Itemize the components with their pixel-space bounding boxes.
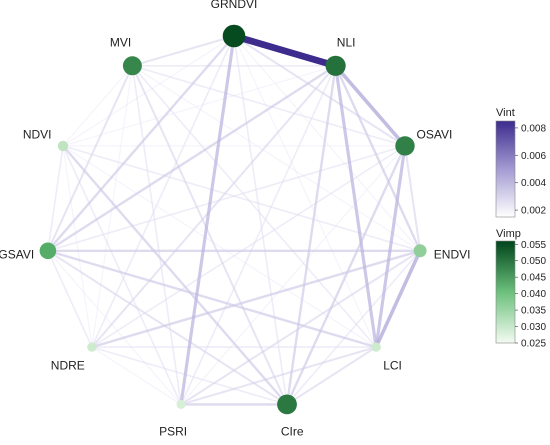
edge-GRNDVI-CIre	[233, 35, 288, 406]
edge-OSAVI-LCI	[374, 144, 407, 349]
edge-ENDVI-NDVI	[62, 145, 421, 252]
legend-vint-tick-label: 0.006	[521, 151, 546, 162]
node-label-MVI: MVI	[110, 35, 131, 49]
edge-CIre-NDRE	[91, 346, 288, 406]
edge-GRNDVI-PSRI	[179, 34, 236, 406]
edge-PSRI-NDVI	[62, 145, 182, 406]
node-label-CIre: CIre	[281, 424, 304, 438]
legend-vint-tick-label: 0.002	[521, 206, 546, 217]
legend-vint-colorbar	[495, 120, 516, 218]
edge-ENDVI-CIre	[286, 250, 421, 406]
edge-NLI-NDRE	[90, 64, 337, 349]
edge-NLI-CIre	[285, 64, 337, 406]
node-label-NDRE: NDRE	[51, 358, 85, 372]
edge-NLI-GSAVI	[46, 64, 337, 252]
node-OSAVI	[395, 136, 415, 156]
node-label-GSAVI: GSAVI	[0, 248, 34, 262]
edge-NDRE-GSAVI	[47, 250, 93, 348]
edge-NLI-OSAVI	[333, 64, 407, 148]
edge-ENDVI-LCI	[374, 249, 422, 349]
edge-GSAVI-MVI	[46, 64, 134, 252]
edge-NLI-NDVI	[62, 65, 337, 147]
node-label-LCI: LCI	[383, 358, 402, 372]
node-GSAVI	[39, 242, 57, 260]
node-GRNDVI	[222, 24, 246, 48]
legend-vimp-tick-label: 0.055	[521, 240, 546, 251]
legend-vimp: Vimp 0.025 0.030 0.035 0.040 0.045 0.050 0.055	[495, 228, 546, 350]
edge-LCI-MVI	[131, 65, 377, 348]
legend-vint-tick-label: 0.008	[521, 123, 546, 134]
legend-vimp-tick-label: 0.045	[521, 273, 546, 284]
edge-GRNDVI-ENDVI	[233, 35, 421, 252]
edge-PSRI-NDRE	[91, 346, 182, 405]
edges-layer	[46, 32, 422, 406]
labels-layer: GRNDVI NLI OSAVI ENDVI LCI CIre PSRI NDRE GSAVI N…	[0, 0, 470, 438]
node-label-OSAVI: OSAVI	[417, 127, 453, 141]
edge-NDRE-MVI	[91, 65, 133, 348]
edge-NLI-LCI	[334, 64, 378, 349]
edge-CIre-GSAVI	[46, 249, 288, 406]
node-NLI	[325, 55, 346, 76]
edge-GRNDVI-NLI	[230, 32, 339, 70]
edge-PSRI-MVI	[131, 65, 182, 406]
legend-vint: Vint 0.002 0.004 0.006 0.008	[495, 107, 546, 218]
legend-vimp-tick-label: 0.050	[521, 256, 546, 267]
node-NDRE	[87, 342, 97, 352]
edge-NDVI-MVI	[62, 65, 133, 147]
legend-vimp-tick-label: 0.040	[521, 289, 546, 300]
edge-OSAVI-ENDVI	[404, 144, 422, 252]
edge-GRNDVI-MVI	[131, 35, 235, 67]
legend-vimp-tick-label: 0.030	[521, 322, 546, 333]
nodes-layer	[39, 24, 427, 415]
edge-ENDVI-PSRI	[180, 249, 422, 406]
node-MVI	[122, 56, 142, 76]
node-label-NDVI: NDVI	[23, 127, 52, 141]
edge-GRNDVI-NDVI	[62, 35, 235, 147]
node-label-PSRI: PSRI	[159, 424, 187, 438]
node-ENDVI	[413, 244, 427, 258]
edge-LCI-NDVI	[62, 145, 377, 348]
node-LCI	[371, 342, 381, 352]
node-CIre	[277, 394, 297, 415]
edge-ENDVI-NDRE	[90, 249, 422, 349]
legend-vint-title: Vint	[496, 107, 515, 119]
edge-PSRI-GSAVI	[47, 250, 182, 405]
node-label-ENDVI: ENDVI	[434, 248, 471, 262]
edge-GSAVI-NDVI	[47, 145, 64, 252]
edge-GRNDVI-OSAVI	[233, 35, 406, 147]
legend-vint-tick-label: 0.004	[521, 178, 546, 189]
edge-NDRE-NDVI	[62, 145, 93, 348]
node-PSRI	[176, 399, 186, 409]
edge-LCI-GSAVI	[46, 249, 378, 349]
legend-vimp-tick-label: 0.035	[521, 306, 546, 317]
edge-OSAVI-MVI	[131, 65, 406, 147]
edge-LCI-PSRI	[180, 346, 378, 406]
node-NDVI	[57, 140, 69, 152]
legend-vimp-tick-label: 0.025	[521, 339, 546, 350]
edge-NLI-PSRI	[180, 65, 337, 406]
edge-CIre-NDVI	[61, 144, 289, 406]
legend-vimp-colorbar	[495, 240, 516, 344]
legend-vimp-title: Vimp	[496, 228, 521, 240]
edge-OSAVI-GSAVI	[47, 145, 406, 252]
edge-LCI-CIre	[286, 346, 378, 406]
node-label-NLI: NLI	[337, 35, 356, 49]
edge-OSAVI-CIre	[285, 144, 407, 406]
edge-GRNDVI-GSAVI	[46, 34, 236, 252]
edge-NLI-ENDVI	[334, 64, 422, 252]
node-label-GRNDVI: GRNDVI	[211, 0, 258, 11]
